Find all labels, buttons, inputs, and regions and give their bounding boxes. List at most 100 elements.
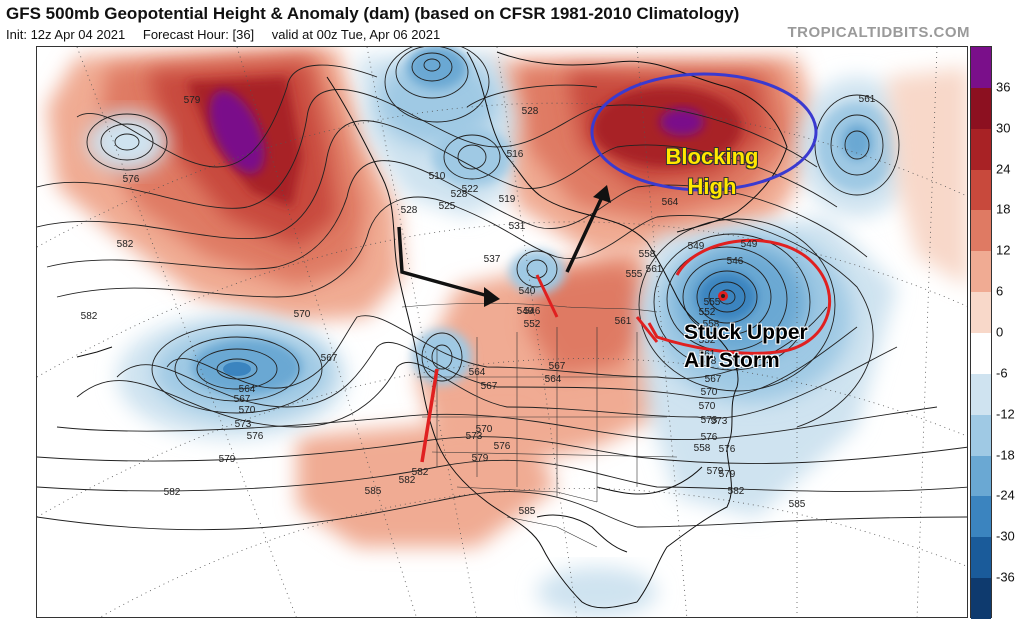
- contour-label: 582: [117, 239, 134, 250]
- colorbar-tick-label: 36: [996, 79, 1011, 95]
- contour-label: 561: [859, 94, 876, 105]
- contour-label: 576: [701, 432, 718, 443]
- colorbar-tick-label: 0: [996, 324, 1004, 340]
- colorbar-tick-label: -6: [996, 365, 1008, 381]
- map-subtitle: Init: 12z Apr 04 2021 Forecast Hour: [36…: [6, 27, 454, 42]
- contour-label: 519: [499, 194, 516, 205]
- blocking-line1: Blocking: [665, 144, 759, 169]
- contour-label: 528: [451, 189, 468, 200]
- contour-label: 552: [699, 307, 716, 318]
- contour-label: 558: [703, 319, 720, 330]
- weather-map: 579 576 582 582 582 570 567 564 567 570 573 576 579 5…: [36, 46, 968, 618]
- contour-label: 573: [466, 431, 483, 442]
- contour-label: 570: [294, 309, 311, 320]
- contour-label: 564: [239, 384, 256, 395]
- contour-label: 573: [711, 416, 728, 427]
- contour-label: 567: [705, 374, 722, 385]
- stuck-line1: Stuck Upper: [684, 321, 808, 344]
- contour-labels: 5795765825825825705675645675705735765795…: [81, 94, 876, 517]
- flow-arrows: [397, 185, 611, 463]
- contour-label: 561: [646, 264, 663, 275]
- contour-label: 564: [469, 367, 486, 378]
- stuck-storm-label: Stuck Upper Air Storm: [684, 319, 874, 375]
- contour-label: 582: [81, 311, 98, 322]
- colorbar-tick-label: -12: [996, 406, 1015, 422]
- contour-label: 579: [472, 453, 489, 464]
- colorbar-segment: [971, 128, 991, 171]
- colorbar-tick-label: 18: [996, 201, 1011, 217]
- colorbar-tick-label: 30: [996, 120, 1011, 136]
- blocking-high-label: Blocking High: [642, 142, 782, 202]
- contour-label: 579: [184, 95, 201, 106]
- contour-label: 558: [639, 249, 656, 260]
- contour-label: 546: [524, 306, 541, 317]
- colorbar-segment: [971, 210, 991, 252]
- blocking-line2: High: [687, 174, 737, 199]
- colorbar-tick-label: -18: [996, 447, 1015, 463]
- map-title: GFS 500mb Geopotential Height & Anomaly …: [6, 4, 740, 23]
- contour-label: 582: [412, 467, 429, 478]
- contour-label: 561: [699, 349, 716, 360]
- colorbar-segment: [971, 578, 991, 620]
- contour-label: 552: [524, 319, 541, 330]
- colorbar-segment: [971, 414, 991, 457]
- contour-label: 552: [699, 335, 716, 346]
- contour-label: 570: [239, 405, 256, 416]
- blocking-high-circle: [590, 72, 818, 192]
- contour-label: 582: [164, 487, 181, 498]
- contour-label: 567: [689, 181, 706, 192]
- contour-label: 570: [701, 387, 718, 398]
- colorbar-segment: [971, 373, 991, 416]
- valid-time: valid at 00z Tue, Apr 06 2021: [271, 27, 441, 42]
- graticule: [37, 47, 967, 617]
- watermark: TROPICALTIDBITS.COM: [787, 24, 970, 41]
- colorbar-segment: [971, 333, 991, 375]
- coastlines: [76, 51, 788, 609]
- height-contours: [37, 47, 967, 531]
- contour-label: 573: [701, 415, 718, 426]
- contour-label: 537: [484, 254, 501, 265]
- political-borders: [401, 302, 678, 548]
- contour-label: 579: [719, 469, 736, 480]
- low-center-markers: [718, 291, 728, 301]
- contour-label: 570: [699, 401, 716, 412]
- contour-label: 570: [694, 150, 711, 161]
- contour-label: 576: [494, 441, 511, 452]
- contour-label: 525: [439, 201, 456, 212]
- contour-label: 579: [219, 454, 236, 465]
- contour-label: 549: [741, 239, 758, 250]
- anomaly-colorbar: [970, 46, 992, 620]
- colorbar-segment: [971, 537, 991, 579]
- contour-label: 582: [399, 475, 416, 486]
- contour-label: 567: [321, 353, 338, 364]
- contour-label: 531: [509, 221, 526, 232]
- contour-label: 567: [234, 394, 251, 405]
- colorbar-segment: [971, 47, 991, 89]
- contour-label: 528: [522, 106, 539, 117]
- contour-label: 573: [235, 419, 252, 430]
- contour-label: 567: [549, 361, 566, 372]
- colorbar-segment: [971, 455, 991, 497]
- contour-label: 585: [789, 499, 806, 510]
- init-time: Init: 12z Apr 04 2021: [6, 27, 126, 42]
- colorbar-tick-label: 24: [996, 161, 1011, 177]
- map-canvas: 5795765825825825705675645675705735765795…: [37, 47, 967, 617]
- colorbar-tick-label: -36: [996, 569, 1015, 585]
- contour-label: 540: [519, 286, 536, 297]
- contour-label: 585: [519, 506, 536, 517]
- colorbar-segment: [971, 292, 991, 334]
- contour-label: 564: [545, 374, 562, 385]
- contour-label: 582: [728, 486, 745, 497]
- contour-label: 510: [429, 171, 446, 182]
- contour-label: 576: [247, 431, 264, 442]
- contour-label: 528: [401, 205, 418, 216]
- contour-label: 516: [507, 149, 524, 160]
- contour-label: 579: [707, 466, 724, 477]
- contour-label: 570: [476, 424, 493, 435]
- colorbar-tick-label: 12: [996, 242, 1011, 258]
- contour-label: 576: [719, 444, 736, 455]
- contour-label: 561: [615, 316, 632, 327]
- stuck-low-circle: [647, 238, 831, 355]
- stuck-low-pointer: [635, 316, 659, 343]
- contour-label: 564: [662, 197, 679, 208]
